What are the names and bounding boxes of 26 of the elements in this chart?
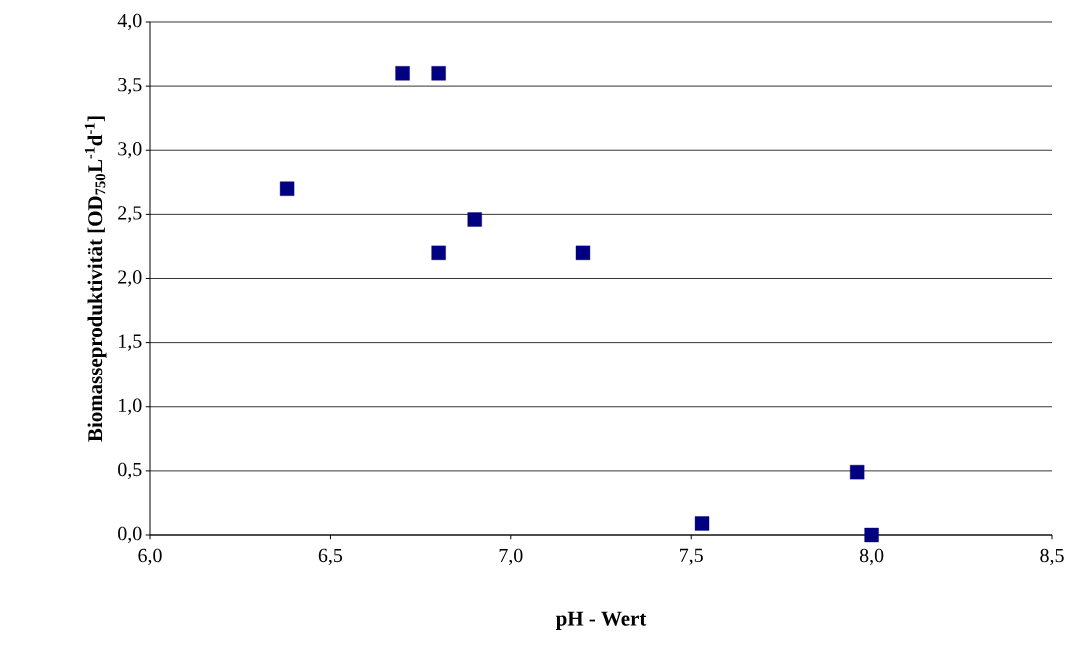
y-tick-label: 4,0 bbox=[117, 13, 142, 31]
y-tick-label: 1,5 bbox=[119, 334, 142, 351]
point bbox=[279, 181, 295, 196]
x-tick-label: 8,0 bbox=[859, 548, 884, 566]
y-tick-label: 2,5 bbox=[118, 206, 142, 223]
point bbox=[864, 527, 879, 543]
x-tick-label: 8,5 bbox=[1040, 548, 1064, 566]
point bbox=[694, 516, 710, 531]
point bbox=[467, 212, 482, 227]
y-tick-label: 1,0 bbox=[119, 398, 142, 415]
y-tick-label: 0,5 bbox=[118, 462, 142, 480]
x-tick-label: 6,5 bbox=[318, 548, 343, 566]
point bbox=[431, 66, 446, 81]
x-axis-title: pH - Wert bbox=[555, 611, 647, 630]
y-axis-title: Biomasseproduktivität [OD$_{750}$L$^{-1}$d$^{-1}$] bbox=[84, 116, 107, 442]
point bbox=[431, 245, 446, 261]
x-tick-label: 7,5 bbox=[680, 548, 703, 565]
y-tick-label: 3,5 bbox=[118, 78, 142, 95]
point bbox=[395, 66, 410, 81]
x-tick-label: 7,0 bbox=[499, 548, 523, 566]
y-tick-label: 2,0 bbox=[118, 270, 142, 287]
point bbox=[850, 464, 865, 480]
y-tick-label: 0,0 bbox=[118, 526, 142, 544]
x-tick-label: 6,0 bbox=[138, 548, 162, 566]
y-tick-label: 3,0 bbox=[118, 142, 142, 159]
point bbox=[575, 245, 591, 261]
